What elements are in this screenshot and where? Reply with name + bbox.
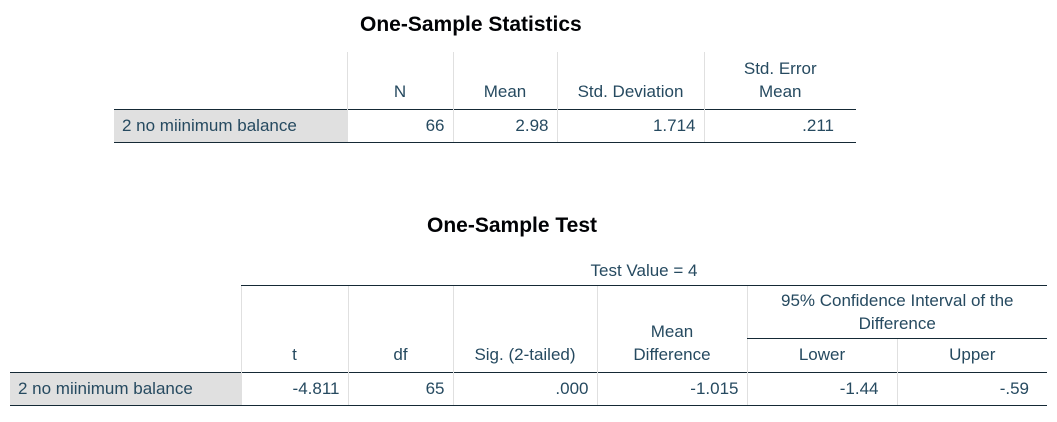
stats-header-n: N	[346, 52, 453, 109]
test-table: Test Value = 4 t df Sig. (2-tailed) Mean…	[10, 254, 1047, 406]
test-title: One-Sample Test	[427, 214, 597, 237]
test-cell-sig: .000	[452, 371, 597, 406]
test-header-ci: 95% Confidence Interval of the Difference	[746, 285, 1047, 339]
stats-cell-std-err: .211	[703, 108, 856, 143]
stats-cell-mean: 2.98	[452, 108, 557, 143]
stats-header-std-err-line1: Std. Error	[743, 58, 817, 78]
stats-header-corner	[114, 52, 347, 109]
test-ci-row: t df Sig. (2-tailed) Mean Difference 95% …	[10, 285, 1047, 372]
test-header-mean-diff: Mean Difference	[596, 285, 747, 372]
test-cell-lower: -1.44	[746, 371, 897, 406]
stats-header-mean: Mean	[452, 52, 557, 109]
stats-header-std-err: Std. Error Mean	[703, 52, 856, 109]
stats-row-label: 2 no miinimum balance	[114, 108, 347, 143]
stats-data-row: 2 no miinimum balance 66 2.98 1.714 .211	[114, 108, 856, 143]
test-header-lower: Lower	[746, 338, 897, 372]
test-header-upper: Upper	[896, 338, 1047, 372]
test-header-sig: Sig. (2-tailed)	[452, 285, 597, 372]
stats-table: N Mean Std. Deviation Std. Error Mean 2 n…	[114, 52, 856, 143]
test-row-label: 2 no miinimum balance	[10, 371, 241, 406]
stats-cell-std-dev: 1.714	[556, 108, 704, 143]
stats-header-row: N Mean Std. Deviation Std. Error Mean	[114, 52, 856, 109]
stats-title: One-Sample Statistics	[360, 13, 582, 36]
test-header-mean-diff-line2: Difference	[633, 344, 711, 364]
test-header-corner	[10, 338, 241, 372]
test-header-ci-line1: 95% Confidence Interval of the	[781, 290, 1014, 310]
stats-header-std-dev: Std. Deviation	[556, 52, 704, 109]
stats-header-std-err-line2: Mean	[758, 81, 802, 101]
test-header-t: t	[240, 285, 348, 372]
test-data-row: 2 no miinimum balance -4.811 65 .000 -1.…	[10, 371, 1047, 406]
test-value-row: Test Value = 4	[10, 254, 1047, 286]
test-header-df: df	[347, 285, 453, 372]
test-header-ci-line2: Difference	[858, 313, 936, 333]
test-cell-upper: -.59	[896, 371, 1047, 406]
stats-cell-n: 66	[346, 108, 453, 143]
test-value-corner	[10, 254, 241, 285]
test-ci-corner	[10, 285, 241, 338]
test-value-label: Test Value = 4	[241, 254, 1047, 286]
test-header-row: Lower Upper	[10, 338, 1047, 372]
test-cell-mean-diff: -1.015	[596, 371, 747, 406]
test-cell-df: 65	[347, 371, 453, 406]
test-cell-t: -4.811	[240, 371, 348, 406]
test-header-mean-diff-line1: Mean	[650, 321, 694, 341]
